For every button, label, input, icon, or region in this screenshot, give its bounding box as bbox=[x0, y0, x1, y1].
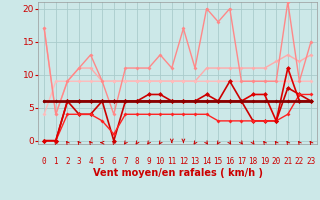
X-axis label: Vent moyen/en rafales ( km/h ): Vent moyen/en rafales ( km/h ) bbox=[92, 168, 263, 178]
